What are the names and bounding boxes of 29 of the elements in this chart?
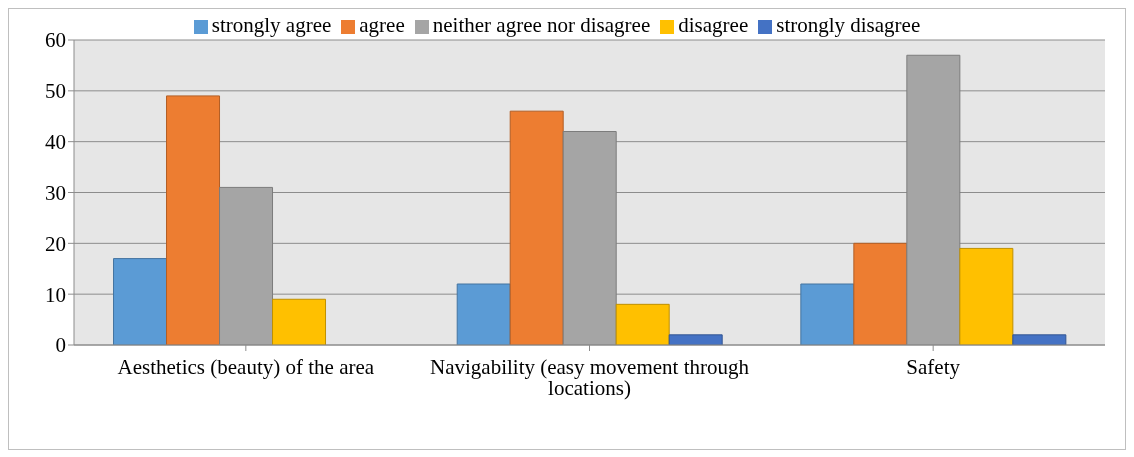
bar	[456, 283, 511, 345]
bar	[509, 110, 564, 345]
y-tick-label: 0	[55, 333, 66, 358]
legend-label: agree	[359, 13, 405, 37]
bar	[800, 283, 855, 345]
bar	[166, 95, 221, 345]
bar	[272, 298, 327, 345]
x-tick-label: Safety	[906, 354, 961, 379]
bar	[1012, 334, 1067, 345]
legend-label: disagree	[678, 13, 749, 37]
bar	[906, 54, 961, 345]
bar	[853, 242, 908, 345]
y-tick-label: 20	[45, 231, 66, 256]
x-tick-label: Aesthetics (beauty) of the area	[117, 354, 375, 379]
legend-label: strongly disagree	[776, 13, 921, 37]
bar	[668, 334, 723, 345]
bar	[562, 131, 617, 345]
bar	[615, 303, 670, 345]
x-tick-label: Navigability (easy movement through locations)	[429, 354, 750, 400]
y-tick-label: 60	[45, 28, 66, 53]
bar	[113, 258, 168, 345]
y-tick-label: 50	[45, 79, 66, 104]
y-tick-label: 30	[45, 180, 66, 205]
legend-label: neither agree nor disagree	[432, 13, 651, 37]
y-tick-label: 40	[45, 130, 66, 155]
bar	[959, 247, 1014, 345]
y-tick-label: 10	[45, 282, 66, 307]
legend-label: strongly agree	[211, 13, 332, 37]
bar	[219, 186, 274, 345]
